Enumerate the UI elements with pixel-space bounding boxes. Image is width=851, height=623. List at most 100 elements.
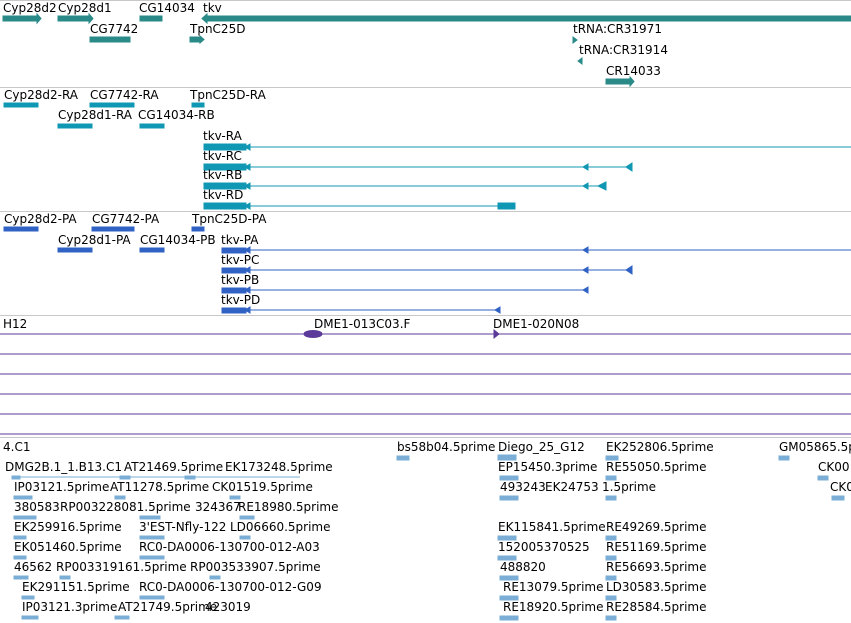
gene-feature[interactable] — [139, 15, 163, 22]
est-feature[interactable] — [497, 555, 517, 561]
est-feature[interactable] — [605, 495, 617, 501]
est-feature[interactable] — [114, 495, 126, 500]
transcript-label[interactable]: Cyp28d2-RA — [4, 88, 79, 102]
est-label[interactable]: EK259916.5prime — [14, 520, 122, 534]
protein-label[interactable]: tkv-PA — [221, 233, 259, 247]
est-label[interactable]: bs58b04.5prime — [397, 440, 496, 454]
est-label[interactable]: Diego_25_G12 — [498, 440, 585, 454]
est-label[interactable]: RC0-DA0006-130700-012-G09 — [139, 580, 322, 594]
protein-label[interactable]: tkv-PB — [221, 273, 260, 287]
protein-exon[interactable] — [221, 307, 247, 314]
est-feature[interactable] — [229, 495, 241, 500]
gene-label[interactable]: tRNA:CR31971 — [573, 22, 662, 36]
est-feature[interactable] — [13, 535, 27, 540]
clone-label[interactable]: H12 — [3, 317, 28, 331]
gene-feature[interactable] — [189, 36, 201, 43]
est-label[interactable]: 3'EST-Nfly-122 — [139, 520, 227, 534]
gene-label[interactable]: tRNA:CR31914 — [579, 43, 668, 57]
est-feature[interactable] — [139, 535, 165, 540]
est-label[interactable]: CK00 — [818, 460, 850, 474]
est-feature[interactable] — [497, 535, 517, 541]
est-label[interactable]: EK051460.5prime — [14, 540, 122, 554]
est-label[interactable]: EK252806.5prime — [606, 440, 714, 454]
transcript-label[interactable]: TpnC25D-RA — [190, 88, 266, 102]
transcript-label[interactable]: CG7742-RA — [90, 88, 159, 102]
est-feature[interactable] — [778, 455, 790, 461]
est-label[interactable]: RE55050.5prime — [606, 460, 707, 474]
est-feature[interactable] — [499, 475, 519, 481]
est-feature[interactable] — [396, 455, 410, 461]
est-label[interactable]: AT21469.5prime — [124, 460, 224, 474]
est-label[interactable]: EK24753 — [545, 480, 599, 494]
est-label[interactable]: DMG2B.1_1.B13.C1 — [5, 460, 122, 474]
est-label[interactable]: RC0-DA0006-130700-012-A03 — [139, 540, 320, 554]
clone-feature[interactable] — [303, 330, 323, 338]
est-label[interactable]: CK01519.5prime — [212, 480, 313, 494]
est-label[interactable]: 488820 — [500, 560, 546, 574]
est-label[interactable]: AT11278.5prime — [110, 480, 210, 494]
est-feature[interactable] — [119, 475, 131, 480]
est-feature[interactable] — [499, 595, 519, 601]
est-feature[interactable] — [605, 595, 617, 601]
est-feature[interactable] — [239, 515, 255, 520]
gene-feature[interactable] — [2, 15, 38, 22]
transcript-exon[interactable] — [203, 202, 247, 210]
protein-feature[interactable] — [139, 247, 165, 253]
gene-feature-tkv[interactable] — [206, 15, 851, 22]
protein-label[interactable]: tkv-PD — [221, 293, 261, 307]
est-feature[interactable] — [139, 515, 161, 520]
est-label[interactable]: 380583 — [14, 500, 60, 514]
gene-feature[interactable] — [605, 78, 631, 85]
est-label[interactable]: LD06660.5prime — [230, 520, 331, 534]
gene-label[interactable]: Cyp28d1 — [58, 1, 112, 15]
est-label[interactable]: GM05865.5p — [779, 440, 851, 454]
est-label[interactable]: RE51169.5prime — [606, 540, 707, 554]
est-feature[interactable] — [13, 515, 37, 520]
est-feature[interactable] — [499, 495, 519, 501]
protein-label[interactable]: Cyp28d2-PA — [4, 212, 77, 226]
est-feature[interactable] — [13, 575, 29, 580]
gene-label[interactable]: CG7742 — [90, 22, 139, 36]
transcript-feature[interactable] — [89, 102, 135, 108]
est-label[interactable]: 423019 — [205, 600, 251, 614]
est-feature[interactable] — [239, 535, 251, 540]
protein-label[interactable]: Cyp28d1-PA — [58, 233, 131, 247]
est-feature[interactable] — [114, 615, 130, 620]
est-label[interactable]: 1.5prime — [602, 480, 657, 494]
gene-feature[interactable] — [89, 36, 131, 43]
est-label[interactable]: LD30583.5prime — [606, 580, 707, 594]
transcript-feature[interactable] — [57, 123, 93, 129]
est-label[interactable]: EK173248.5prime — [225, 460, 333, 474]
est-label[interactable]: RE49269.5prime — [606, 520, 707, 534]
transcript-label[interactable]: CG14034-RB — [138, 108, 215, 122]
protein-feature[interactable] — [3, 226, 39, 232]
est-label[interactable]: EK115841.5prime — [498, 520, 606, 534]
transcript-feature[interactable] — [3, 102, 39, 108]
est-label[interactable]: RP003533907.5prime — [190, 560, 321, 574]
est-feature[interactable] — [139, 595, 165, 600]
est-feature[interactable] — [209, 575, 221, 580]
protein-label[interactable]: tkv-PC — [221, 253, 260, 267]
est-feature[interactable] — [831, 495, 845, 501]
transcript-label[interactable]: tkv-RD — [203, 188, 244, 202]
est-label[interactable]: RE28584.5prime — [606, 600, 707, 614]
transcript-label[interactable]: tkv-RC — [203, 149, 242, 163]
est-label[interactable]: 46562 — [14, 560, 53, 574]
est-feature[interactable] — [184, 475, 196, 480]
gene-label[interactable]: TpnC25D — [190, 22, 246, 36]
est-label[interactable]: AT21749.5prime — [118, 600, 218, 614]
transcript-label[interactable]: tkv-RA — [203, 129, 242, 143]
est-feature[interactable] — [605, 555, 617, 561]
transcript-feature[interactable] — [139, 123, 165, 129]
est-label[interactable]: 493243 — [500, 480, 546, 494]
est-feature[interactable] — [605, 475, 617, 481]
est-label[interactable]: RE56693.5prime — [606, 560, 707, 574]
est-feature[interactable] — [497, 454, 517, 461]
gene-label[interactable]: CR14033 — [606, 64, 661, 78]
est-label[interactable]: 152005370525 — [498, 540, 590, 554]
est-feature[interactable] — [13, 555, 27, 560]
est-feature[interactable] — [605, 535, 617, 541]
est-label[interactable]: 4.C1 — [3, 440, 31, 454]
protein-feature[interactable] — [191, 226, 205, 232]
gene-label[interactable]: CG14034 — [139, 1, 195, 15]
